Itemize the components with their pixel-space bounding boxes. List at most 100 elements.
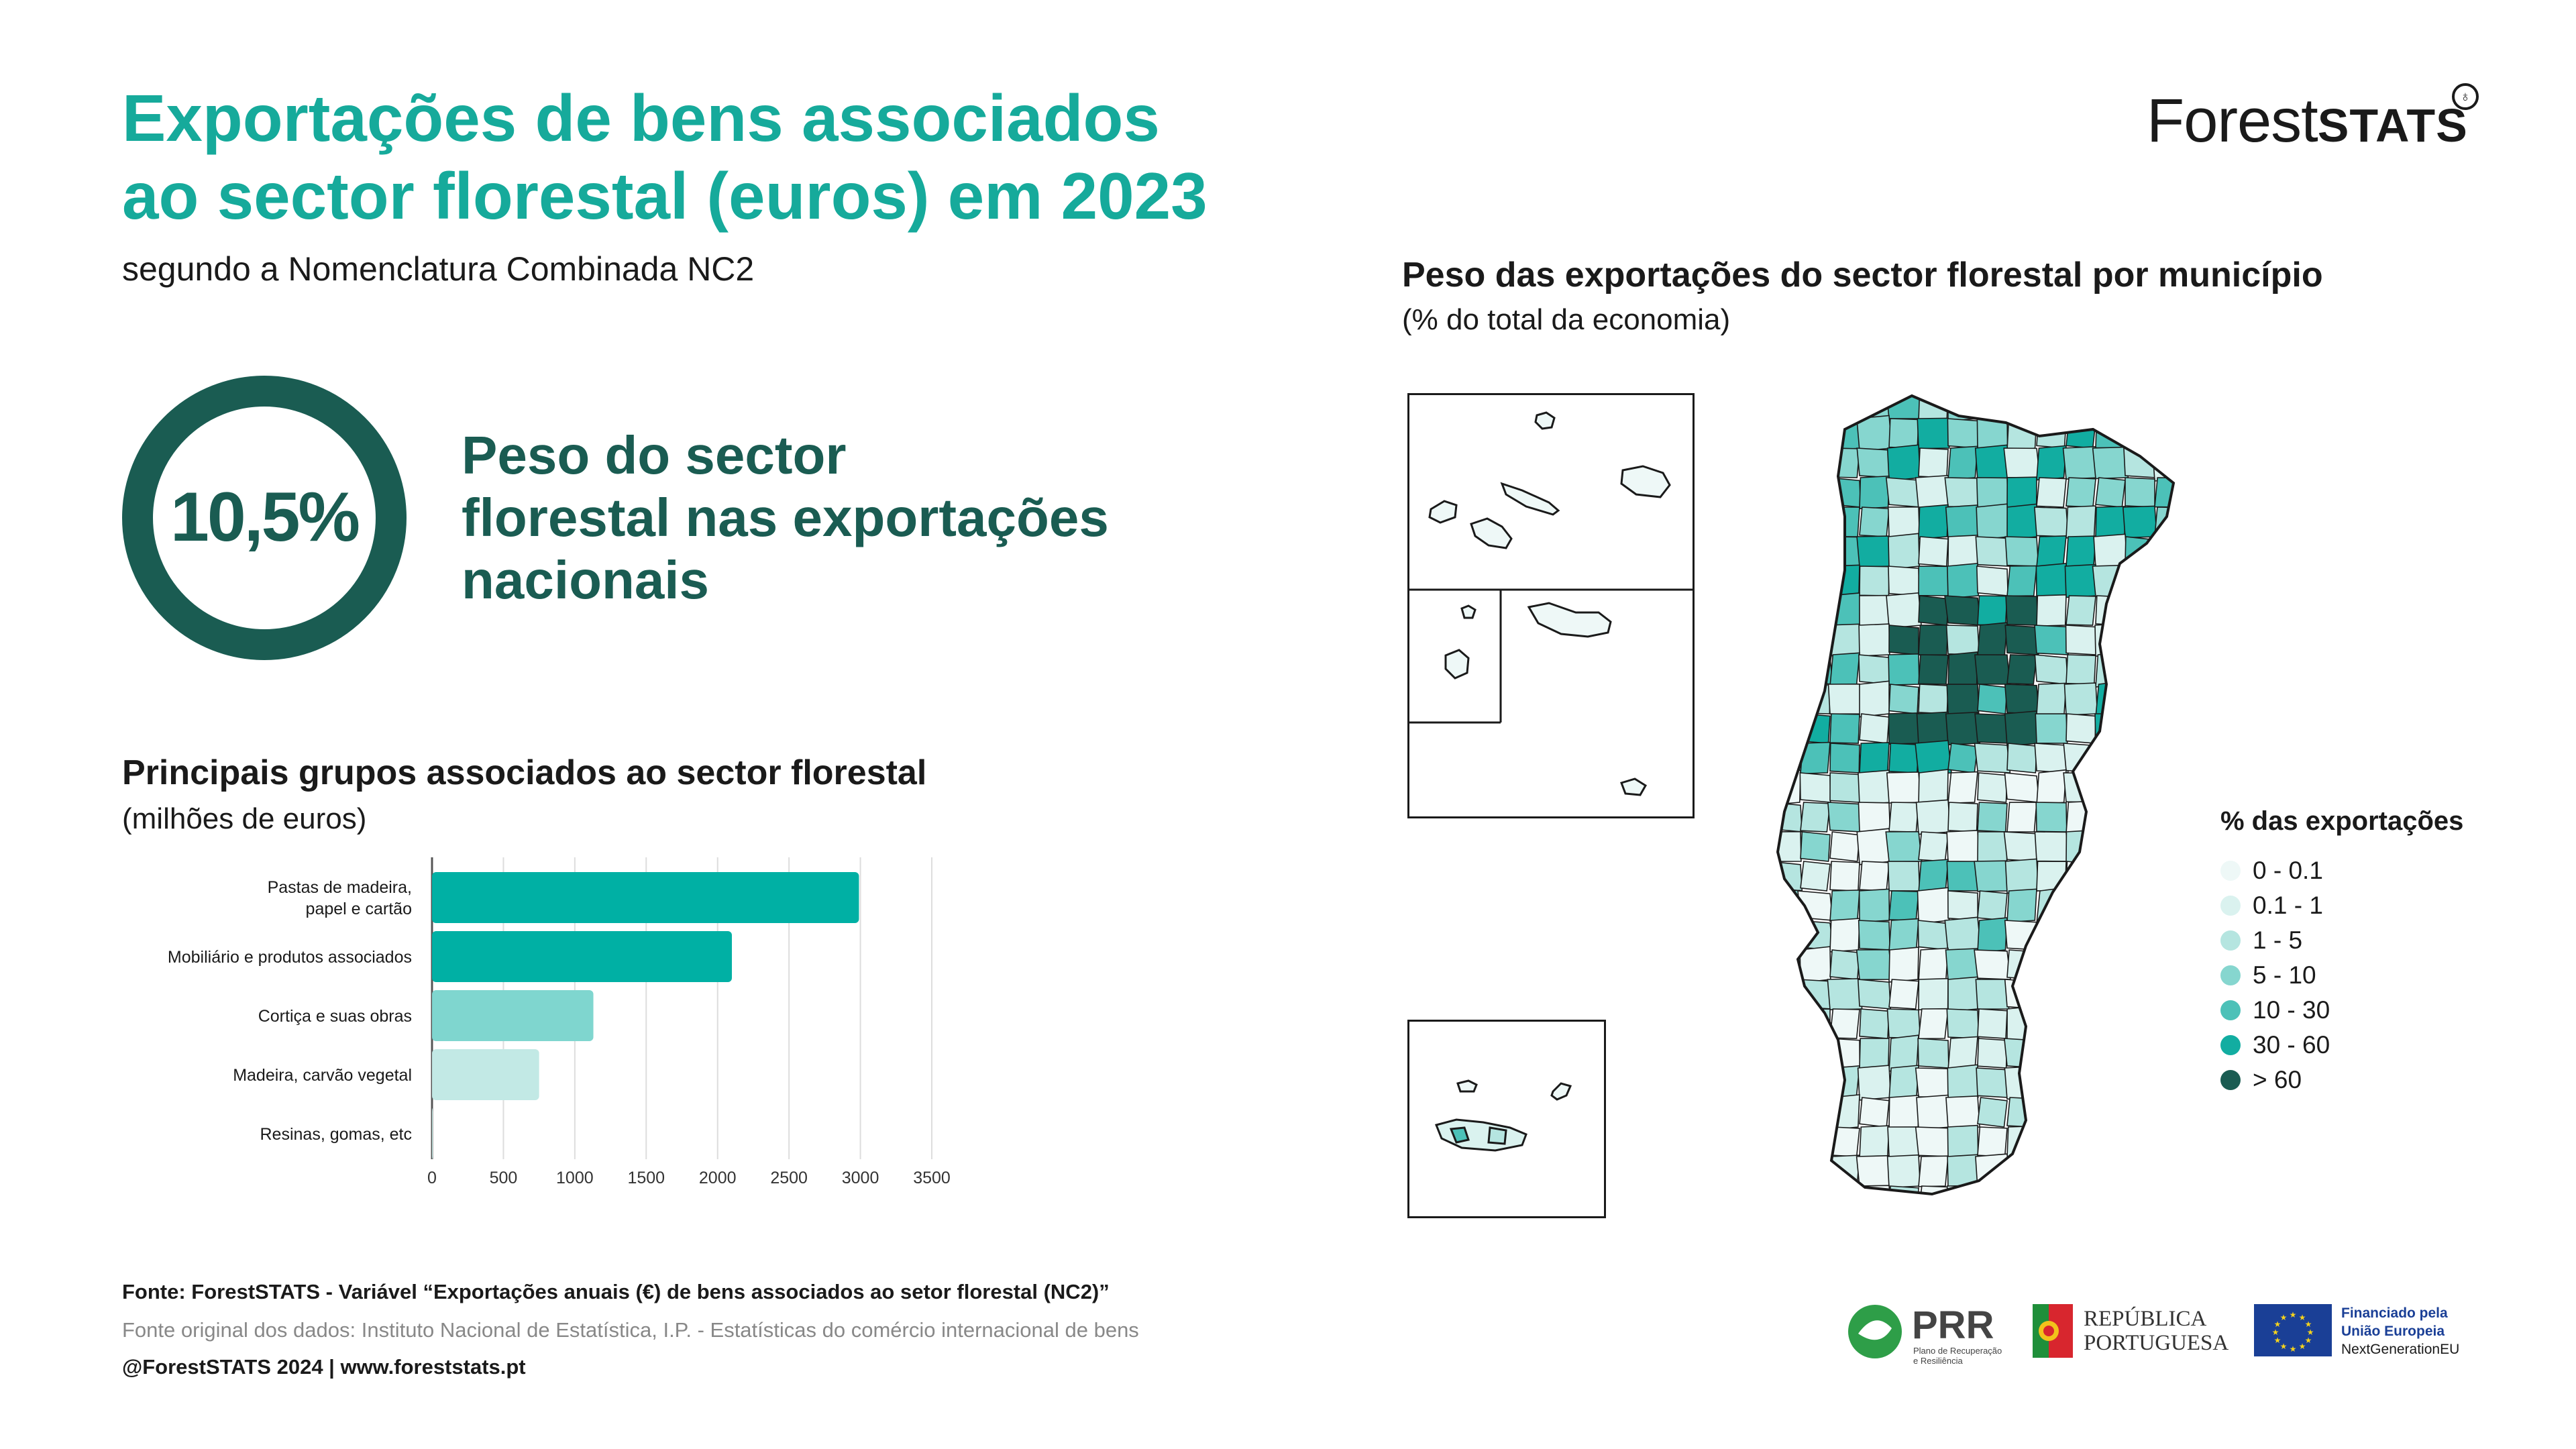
municipality-region (1800, 861, 1831, 892)
municipality-region (2036, 979, 2067, 1010)
municipality-region (1859, 1037, 1890, 1069)
municipality-region (1888, 684, 1919, 714)
municipality-region (1829, 1183, 1860, 1194)
legend-label: 30 - 60 (2253, 1031, 2330, 1059)
municipality-region (2184, 770, 2214, 805)
svg-text:★: ★ (2274, 1320, 2282, 1329)
municipality-region (2151, 444, 2174, 482)
municipality-region (2006, 888, 2037, 923)
municipality-region (2152, 713, 2174, 744)
eu-flag-icon: ★ ★ ★ ★ ★ ★ ★ ★ ★ ★ ★ ★ (2254, 1304, 2332, 1356)
category-label: Cortiça e suas obras (258, 1007, 412, 1026)
municipality-region (1859, 680, 1890, 718)
municipality-region (2094, 1156, 2127, 1187)
x-tick-label: 500 (490, 1169, 518, 1187)
municipality-region (2182, 447, 2216, 478)
municipality-region (2122, 979, 2158, 1010)
municipality-region (2184, 920, 2214, 950)
municipality-region (2036, 918, 2067, 952)
kpi-line-1: Peso do sector (462, 425, 847, 485)
svg-text:★: ★ (2280, 1313, 2288, 1322)
municipality-region (1888, 890, 1919, 921)
azores-inset (1407, 393, 1695, 818)
municipality-region (2151, 740, 2174, 776)
municipality-region (2065, 535, 2096, 568)
municipality-region (2182, 977, 2216, 1011)
municipality-region (2035, 1067, 2068, 1098)
municipality-region (1947, 562, 1979, 600)
municipality-region (1945, 1095, 1980, 1130)
municipality-region (2095, 799, 2126, 835)
municipality-region (1917, 920, 1949, 951)
municipality-region (1918, 977, 1949, 1011)
municipality-region (1829, 889, 1860, 922)
municipality-region (1947, 1064, 1979, 1102)
municipality-region (2154, 682, 2174, 716)
category-label: Pastas de madeira, papel e cartão (268, 878, 412, 918)
credit-link[interactable]: @ForestSTATS 2024 | www.foreststats.pt (122, 1355, 526, 1379)
municipality-region (2004, 625, 2039, 655)
municipality-region (1857, 979, 1892, 1010)
municipality-region (2182, 714, 2216, 743)
municipality-region (2034, 831, 2069, 862)
municipality-region (2035, 802, 2068, 833)
municipality-region (1858, 920, 1891, 951)
municipality-region (2154, 772, 2174, 803)
municipality-region (2065, 713, 2096, 744)
municipality-region (2184, 1038, 2214, 1068)
municipality-region (2063, 1006, 2099, 1042)
municipality-region (2036, 535, 2067, 568)
municipality-region (2152, 917, 2174, 953)
municipality-region (1946, 830, 1980, 863)
legend-swatch (2220, 1000, 2241, 1020)
municipality-region (2094, 396, 2127, 421)
legend-swatch (2220, 965, 2241, 985)
municipality-region (1918, 1008, 1949, 1040)
municipality-region (1945, 625, 1980, 655)
municipality-region (1977, 831, 2008, 862)
eu-line-2: União Europeia (2341, 1324, 2445, 1339)
municipality-region (1859, 861, 1890, 892)
municipality-region (1947, 445, 1978, 480)
municipality-region (1859, 594, 1890, 627)
municipality-region (2184, 537, 2214, 566)
municipality-region (1827, 978, 1863, 1010)
municipality-region (1889, 1214, 1919, 1228)
municipality-region (1888, 712, 1920, 745)
x-tick-label: 1500 (627, 1169, 665, 1187)
municipality-region (1827, 802, 1863, 833)
municipality-region (1888, 947, 1919, 983)
legend-label: 5 - 10 (2253, 961, 2316, 989)
municipality-region (2004, 979, 2040, 1010)
municipality-region (1797, 566, 1833, 596)
municipality-region (1977, 595, 2008, 626)
municipality-region (2151, 593, 2174, 628)
svg-text:★: ★ (2307, 1328, 2314, 1337)
municipality-region (1801, 1213, 1830, 1228)
municipality-region (2095, 651, 2126, 688)
municipality-region (1977, 1097, 2008, 1128)
legend-label: 0 - 0.1 (2253, 857, 2323, 884)
municipality-region (1857, 1065, 1892, 1101)
municipality-region (2153, 535, 2174, 568)
municipality-region (1856, 1155, 1893, 1188)
bar-chart-title: Principais grupos associados ao sector f… (122, 753, 927, 792)
municipality-region (1778, 564, 1801, 598)
municipality-region (2123, 1064, 2157, 1102)
municipality-region (2184, 478, 2214, 507)
municipality-region (1778, 712, 1801, 745)
municipality-region (2125, 477, 2155, 508)
municipality-region (2095, 477, 2126, 508)
municipality-region (1977, 396, 2008, 419)
municipality-region (2036, 1097, 2067, 1128)
municipality-region (1778, 396, 1801, 422)
municipality-region (2095, 1008, 2126, 1039)
original-source-note: Fonte original dos dados: Instituto Naci… (122, 1318, 1139, 1342)
municipality-region (1947, 890, 1979, 921)
municipality-region (1829, 861, 1860, 892)
municipality-region (1800, 506, 1831, 538)
municipality-region (2154, 506, 2174, 537)
municipality-region (2003, 447, 2041, 478)
eu-line-1: Financiado pela (2341, 1305, 2448, 1321)
municipality-region (1859, 1125, 1890, 1159)
